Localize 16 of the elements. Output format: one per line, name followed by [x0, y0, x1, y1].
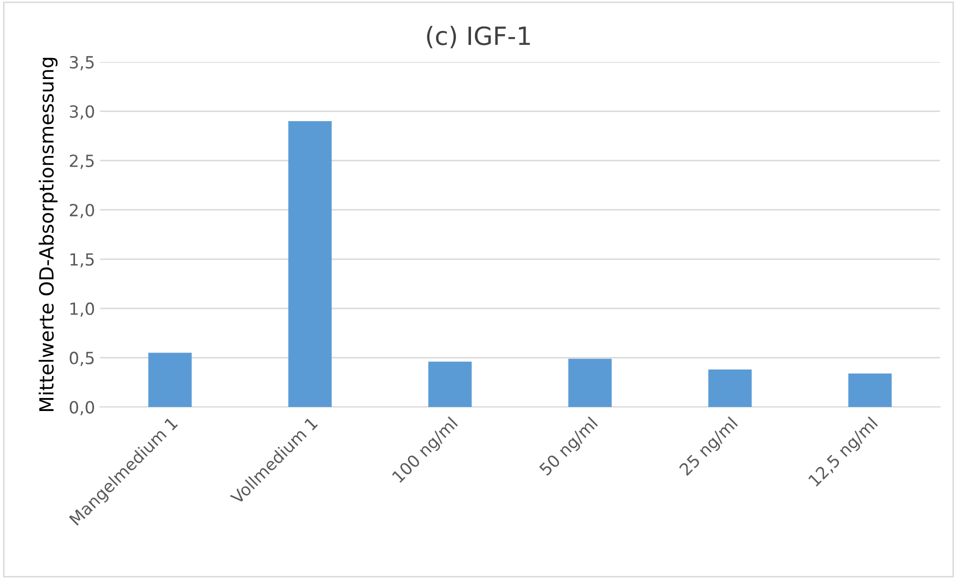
- bar: [428, 362, 472, 407]
- bar: [148, 352, 192, 407]
- bar: [568, 358, 612, 407]
- y-tick-label: 1,0: [70, 302, 94, 317]
- y-tick-label: 2,0: [70, 204, 94, 218]
- y-tick-label: 3,0: [70, 105, 94, 120]
- bar: [708, 370, 752, 407]
- y-tick-label: 2,5: [70, 154, 94, 169]
- y-tick-label: 1,5: [70, 253, 94, 268]
- y-tick-label: 3,5: [70, 56, 94, 70]
- y-tick-label: 0,5: [70, 352, 94, 366]
- y-tick-label: 0,0: [70, 400, 94, 416]
- bar: [288, 121, 332, 407]
- bar: [848, 373, 892, 407]
- chart-title: (c) IGF-1: [427, 26, 530, 48]
- y-axis-title: Mittelwerte OD-Absorptionsmessung: [38, 58, 58, 411]
